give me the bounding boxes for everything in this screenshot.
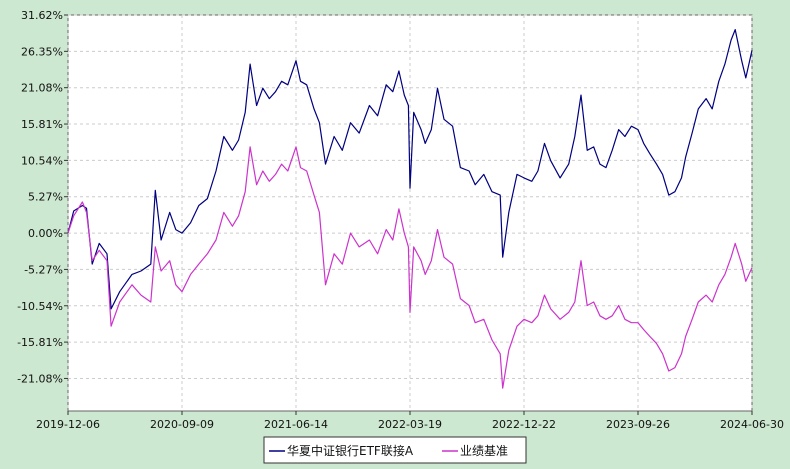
y-tick-label: 5.27% — [28, 191, 63, 204]
axis-layer: 31.62% 26.35% 21.08% 15.81% 10.54% 5.27% 0.00%… — [17, 9, 784, 431]
x-tick-label: 2022-12-22 — [492, 418, 556, 431]
y-tick-label: 21.08% — [21, 82, 63, 95]
y-tick-label: 0.00% — [28, 227, 63, 240]
y-tick-label: -5.27% — [24, 263, 63, 276]
legend-label-benchmark: 业绩基准 — [460, 444, 508, 458]
series-line-benchmark — [67, 146, 753, 389]
x-tick-label: 2023-09-26 — [606, 418, 670, 431]
x-tick-label: 2024-06-30 — [720, 418, 784, 431]
y-tick-label: 10.54% — [21, 154, 63, 167]
x-tick-label: 2020-09-09 — [150, 418, 214, 431]
y-tick-label: 26.35% — [21, 45, 63, 58]
x-tick-label: 2019-12-06 — [36, 418, 100, 431]
series-line-fund — [67, 29, 753, 310]
legend: 华夏中证银行ETF联接A 业绩基准 — [263, 436, 527, 464]
y-tick-label: -21.08% — [17, 372, 63, 385]
y-tick-label: -15.81% — [17, 336, 63, 349]
y-tick-label: 15.81% — [21, 118, 63, 131]
x-tick-label: 2022-03-19 — [378, 418, 442, 431]
legend-box — [263, 436, 527, 464]
series-layer — [67, 29, 753, 389]
y-tick-label: 31.62% — [21, 9, 63, 22]
y-tick-label: -10.54% — [17, 300, 63, 313]
x-tick-label: 2021-06-14 — [264, 418, 328, 431]
legend-label-fund: 华夏中证银行ETF联接A — [287, 443, 414, 458]
